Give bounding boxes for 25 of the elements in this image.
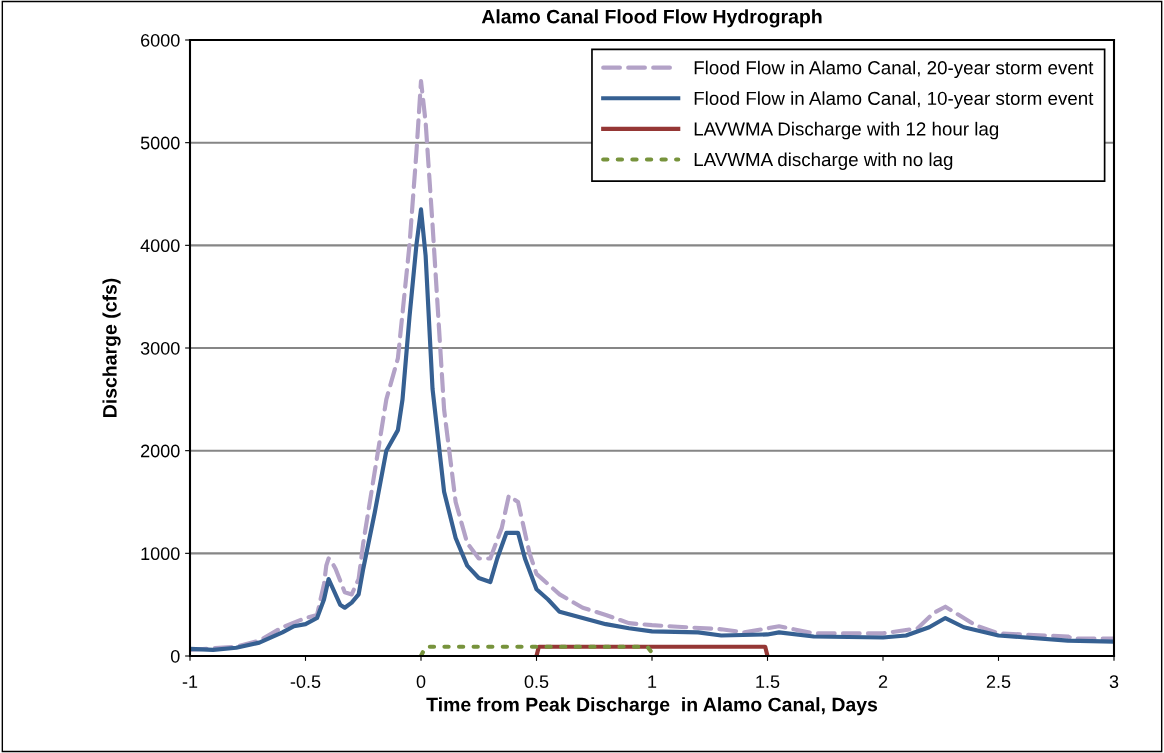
legend-label: Flood Flow in Alamo Canal, 10-year storm event: [694, 91, 1094, 109]
y-tick-label: 5000: [140, 136, 180, 150]
x-axis-title: Time from Peak Discharge in Alamo Canal, Days: [426, 697, 878, 716]
chart-title: Alamo Canal Flood Flow Hydrograph: [481, 9, 822, 28]
x-tick-label: 0.5: [524, 675, 549, 689]
line-series: [190, 78, 1114, 652]
y-tick-label: 0: [170, 649, 180, 663]
x-tick-label: 1.5: [756, 675, 780, 689]
y-tick-label: 4000: [140, 239, 180, 253]
x-tick-label: 3: [1109, 675, 1119, 689]
x-tick-label: 2: [878, 675, 888, 688]
x-tick-label: 1: [648, 675, 657, 688]
legend-label: LAVWMA Discharge with 12 hour lag: [694, 121, 999, 140]
line-series: [190, 207, 1114, 652]
y-tick-label: 6000: [141, 33, 180, 47]
y-axis-title: Discharge (cfs): [102, 278, 121, 417]
legend-label: Flood Flow in Alamo Canal, 20-year storm event: [694, 60, 1094, 79]
x-tick-label: -1: [182, 675, 198, 688]
legend-label: LAVWMA discharge with no lag: [694, 152, 953, 170]
y-tick-label: 3000: [140, 341, 180, 355]
x-tick-label: 0: [416, 675, 426, 689]
x-tick-label: 2.5: [986, 675, 1011, 689]
y-tick-label: 1000: [141, 547, 180, 561]
y-tick-label: 2000: [141, 444, 180, 458]
x-tick-label: -0.5: [290, 675, 321, 689]
